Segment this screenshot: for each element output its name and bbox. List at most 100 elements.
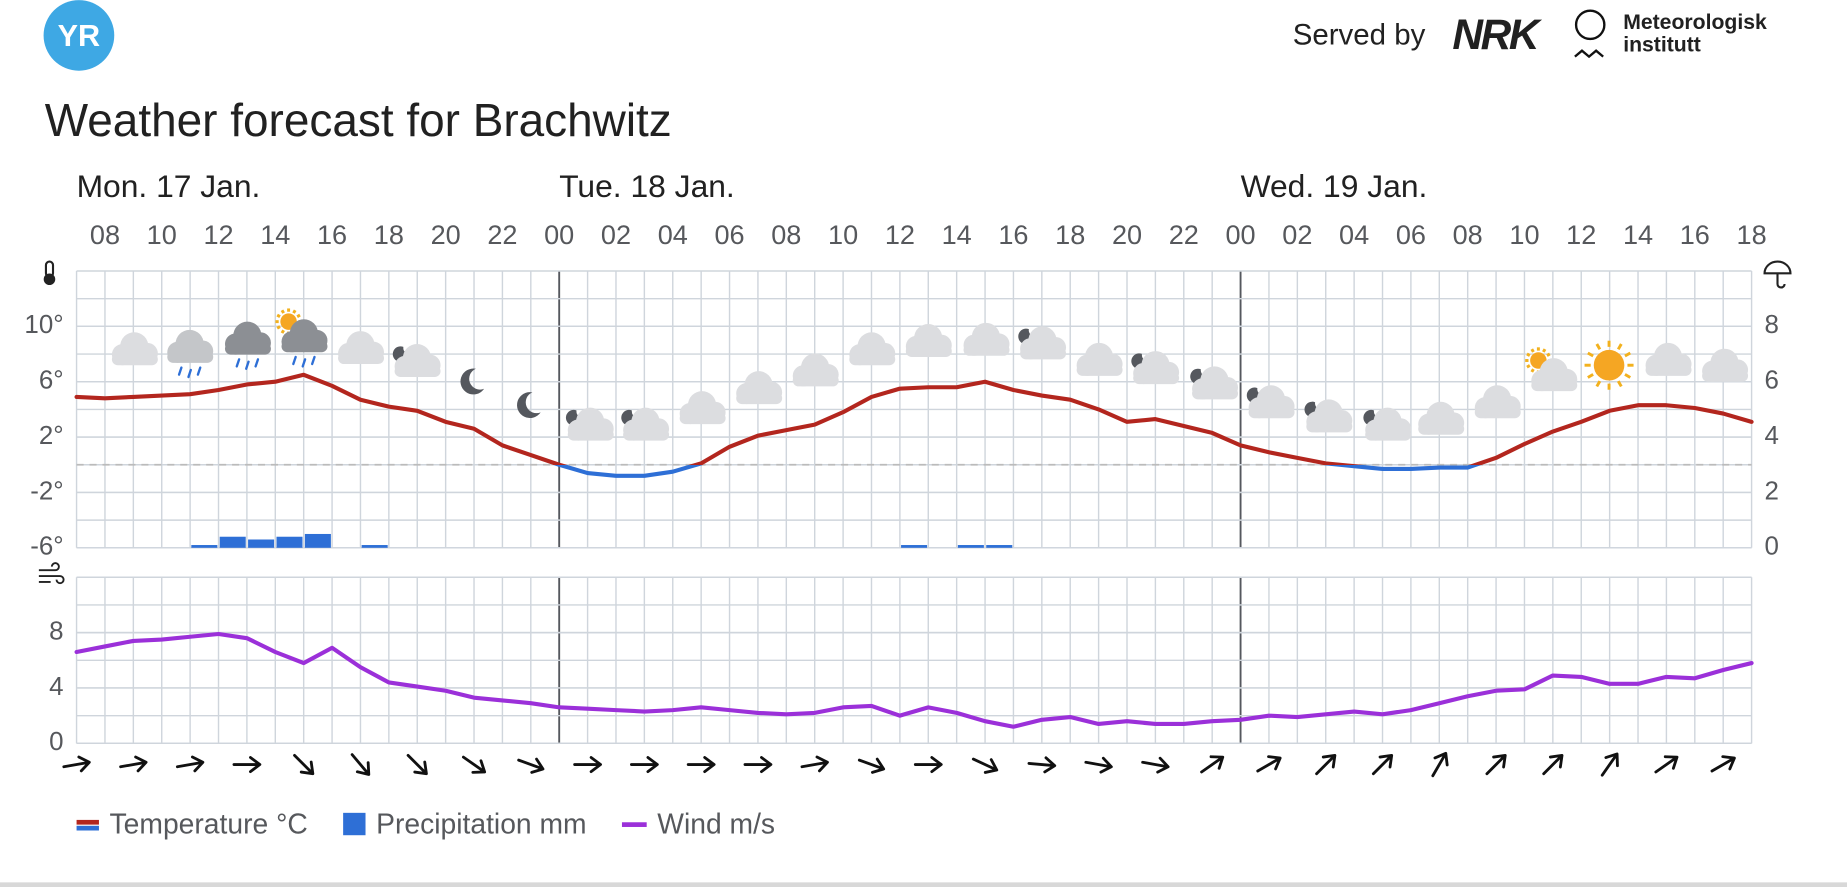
weather-symbol bbox=[1246, 385, 1295, 419]
day-label: Mon. 17 Jan. bbox=[77, 168, 261, 204]
x-tick-label: 08 bbox=[771, 219, 801, 250]
weather-symbol bbox=[1474, 385, 1521, 419]
weather-symbol bbox=[392, 344, 441, 378]
wind-arrow bbox=[1141, 756, 1170, 774]
legend-swatch bbox=[76, 825, 99, 831]
yr-logo[interactable] bbox=[43, 0, 115, 71]
wind-arrow bbox=[1084, 756, 1113, 774]
wind-icon bbox=[38, 562, 65, 585]
cloud-part bbox=[1020, 347, 1067, 360]
x-tick-label: 18 bbox=[1055, 219, 1085, 250]
weather-symbol bbox=[111, 332, 158, 366]
cloud-part bbox=[1076, 364, 1123, 376]
legend-label: Precipitation mm bbox=[376, 807, 587, 839]
precipitation-bar bbox=[276, 536, 303, 548]
weather-symbol bbox=[1190, 366, 1239, 400]
cloud-part bbox=[963, 344, 1010, 356]
weather-symbol bbox=[849, 332, 896, 366]
cloud-part bbox=[281, 340, 328, 353]
cloud-part bbox=[1474, 406, 1521, 419]
x-tick-label: 20 bbox=[431, 219, 461, 250]
x-tick-label: 18 bbox=[374, 219, 404, 250]
weather-symbol bbox=[905, 323, 952, 357]
wind-arrow bbox=[1654, 755, 1679, 774]
yr-logo-text: YR bbox=[58, 19, 101, 53]
sun-ray bbox=[1587, 351, 1594, 358]
precipitation-bar bbox=[191, 545, 218, 548]
wind-arrow bbox=[857, 757, 886, 774]
wind-arrow bbox=[1710, 755, 1736, 773]
legend-label: Wind m/s bbox=[657, 807, 775, 839]
wind-arrow bbox=[462, 755, 487, 774]
x-tick-label: 22 bbox=[487, 219, 517, 250]
cloud-part bbox=[1645, 364, 1692, 376]
weather-symbol bbox=[460, 368, 485, 395]
x-tick-label: 00 bbox=[544, 219, 574, 250]
weather-symbol bbox=[736, 371, 783, 405]
weather-icons bbox=[111, 308, 1749, 441]
wind-arrow bbox=[1542, 753, 1564, 776]
cloud-part bbox=[338, 352, 385, 365]
legend-swatch bbox=[76, 819, 99, 825]
cloud-part bbox=[1192, 387, 1239, 400]
sun-ray bbox=[1587, 373, 1594, 379]
weather-symbol bbox=[679, 391, 726, 425]
cloud-part bbox=[905, 345, 952, 357]
day-label: Wed. 19 Jan. bbox=[1241, 168, 1428, 204]
temperature-line bbox=[74, 372, 1754, 478]
x-tick-label: 00 bbox=[1226, 219, 1256, 250]
legend-swatch bbox=[343, 812, 366, 836]
legend-item[interactable]: Temperature °C bbox=[76, 807, 308, 839]
wind-tick-label: 8 bbox=[49, 617, 63, 645]
legend-swatch bbox=[621, 822, 647, 827]
x-tick-label: 10 bbox=[828, 219, 858, 250]
sun-ray bbox=[276, 325, 281, 330]
umbrella-icon bbox=[1763, 260, 1792, 289]
x-tick-label: 10 bbox=[1509, 219, 1539, 250]
x-tick-label: 14 bbox=[942, 219, 972, 250]
precipitation-bar bbox=[957, 545, 984, 548]
met-name: institutt bbox=[1623, 34, 1701, 57]
met-name: Meteorologisk bbox=[1623, 11, 1767, 34]
weather-symbol bbox=[1418, 401, 1465, 435]
sun-disc bbox=[1593, 349, 1625, 381]
wind-arrow bbox=[1600, 752, 1619, 777]
weather-symbol bbox=[1018, 326, 1067, 360]
wind-arrow bbox=[1200, 755, 1225, 774]
moon bbox=[460, 368, 485, 395]
sun-ray bbox=[1542, 348, 1547, 353]
cloud-part bbox=[1248, 406, 1295, 419]
wind-line bbox=[74, 631, 1754, 729]
weather-symbol bbox=[167, 329, 214, 379]
cloud-part bbox=[394, 365, 441, 378]
legend-item[interactable]: Wind m/s bbox=[621, 807, 775, 839]
rain-drop bbox=[292, 355, 297, 366]
x-tick-label: 08 bbox=[90, 219, 120, 250]
sun-ray bbox=[1595, 380, 1602, 388]
wind-arrow bbox=[1371, 753, 1394, 776]
rain-drop bbox=[187, 368, 193, 379]
sun-ray bbox=[1530, 368, 1535, 373]
cloud-part bbox=[1418, 422, 1465, 435]
nrk-logo[interactable]: NRK bbox=[1452, 11, 1545, 58]
sun-ray bbox=[1546, 352, 1551, 357]
x-tick-label: 14 bbox=[260, 219, 290, 250]
wind-arrow bbox=[1027, 756, 1057, 774]
x-tick-label: 12 bbox=[885, 219, 915, 250]
weather-symbol bbox=[1131, 351, 1180, 385]
weather-symbol bbox=[963, 322, 1010, 356]
sun-ray bbox=[1530, 348, 1535, 353]
y-tick-label: 10° bbox=[24, 311, 63, 339]
cloud-part bbox=[792, 374, 839, 387]
precipitation-bar bbox=[901, 545, 928, 548]
wind-arrow bbox=[293, 753, 315, 776]
sun-ray bbox=[1526, 364, 1531, 369]
cloud-part bbox=[1531, 379, 1578, 392]
precipitation-bar bbox=[219, 536, 246, 548]
x-tick-label: 04 bbox=[658, 219, 688, 250]
y2-tick-label: 6 bbox=[1765, 367, 1779, 395]
legend-item[interactable]: Precipitation mm bbox=[343, 807, 587, 839]
cloud-part bbox=[111, 353, 158, 366]
